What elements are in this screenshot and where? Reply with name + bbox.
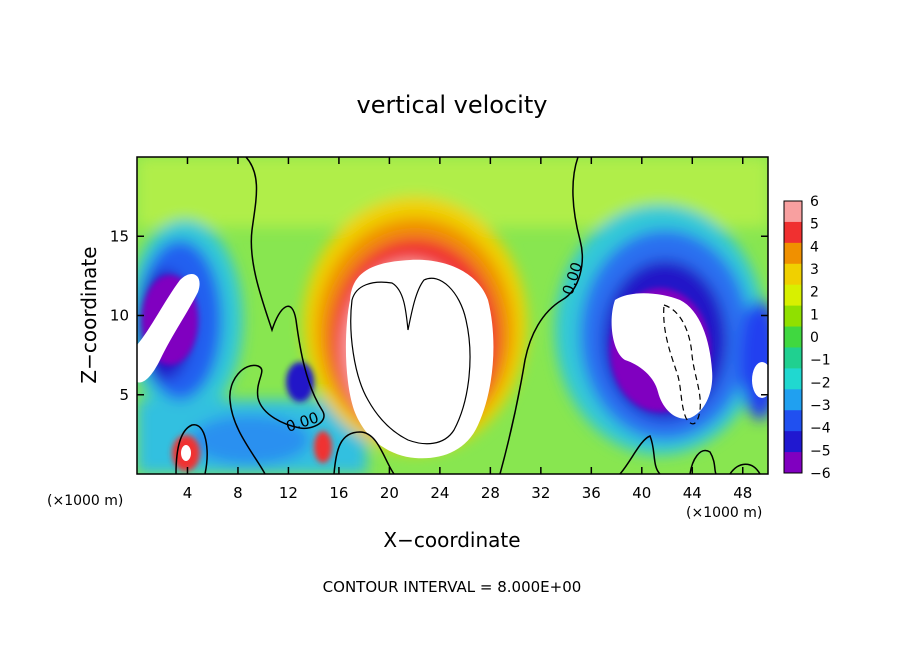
heatmap-field: 0.00 0.00 bbox=[137, 157, 768, 474]
contour-interval-footer: CONTOUR INTERVAL = 8.000E+00 bbox=[323, 578, 582, 596]
zero-contour-right bbox=[499, 157, 583, 474]
right-edge-saturated bbox=[752, 362, 768, 398]
x-tick-label: 28 bbox=[481, 484, 500, 502]
x-unit-left: (×1000 m) bbox=[47, 493, 123, 509]
y-tick-label: 5 bbox=[119, 386, 129, 404]
colorbar-label: 1 bbox=[810, 307, 819, 323]
colorbar-swatch bbox=[784, 263, 802, 286]
x-tick-label: 44 bbox=[683, 484, 702, 502]
positive-contour-core bbox=[350, 277, 471, 445]
lower-band-blue bbox=[190, 415, 310, 465]
y-tick-label: 10 bbox=[110, 307, 129, 325]
colorbar-label: −3 bbox=[810, 398, 831, 414]
left-saturated-region bbox=[137, 273, 200, 383]
colorbar-label: 0 bbox=[810, 330, 819, 346]
colorbar-label: 4 bbox=[810, 239, 819, 255]
x-tick-label: 36 bbox=[582, 484, 601, 502]
x-tick-label: 4 bbox=[183, 484, 193, 502]
colorbar-swatch bbox=[784, 284, 802, 307]
colorbar-label: −6 bbox=[810, 466, 831, 482]
y-tick-label: 15 bbox=[110, 227, 129, 245]
small-red-cell bbox=[314, 431, 332, 463]
zero-contour-bottom-far-right bbox=[689, 449, 717, 474]
x-tick-label: 16 bbox=[329, 484, 348, 502]
colorbar-frame bbox=[783, 200, 803, 474]
colorbar-label: −5 bbox=[810, 443, 831, 459]
bottom-left-saturated bbox=[181, 445, 191, 461]
colorbar-swatch bbox=[784, 368, 802, 390]
colorbar-label: −2 bbox=[810, 375, 831, 391]
x-tick-label: 40 bbox=[632, 484, 651, 502]
zero-contour-left bbox=[229, 157, 325, 474]
x-tick-label: 32 bbox=[531, 484, 550, 502]
y-axis-ticks: 5 10 15 bbox=[110, 227, 768, 404]
colorbar: 6 5 4 3 2 1 0 −1 −2 −3 −4 −5 −6 bbox=[783, 194, 831, 482]
x-tick-label: 24 bbox=[430, 484, 449, 502]
x-tick-label: 20 bbox=[380, 484, 399, 502]
x-unit-right: (×1000 m) bbox=[686, 505, 762, 521]
colorbar-swatch bbox=[784, 242, 802, 265]
colorbar-swatch bbox=[784, 452, 802, 474]
zero-contour-bottom-mid bbox=[333, 431, 395, 474]
colorbar-swatch bbox=[784, 305, 802, 328]
colorbar-swatch bbox=[784, 389, 802, 411]
colorbar-swatch bbox=[784, 347, 802, 369]
right-saturated-region bbox=[611, 293, 713, 419]
zero-contour-bottom-right bbox=[619, 435, 661, 474]
colorbar-swatch bbox=[784, 410, 802, 432]
chart-title: vertical velocity bbox=[357, 91, 548, 119]
x-axis-ticks: 4 8 12 16 20 24 28 32 36 40 44 48 bbox=[183, 157, 752, 502]
colorbar-swatch bbox=[784, 221, 802, 244]
x-tick-label: 12 bbox=[279, 484, 298, 502]
colorbar-label: −4 bbox=[810, 421, 831, 437]
x-tick-label: 48 bbox=[733, 484, 752, 502]
colorbar-swatch bbox=[784, 431, 802, 453]
y-axis-label: Z−coordinate bbox=[77, 246, 101, 383]
colorbar-swatch bbox=[784, 326, 802, 348]
colorbar-label: −1 bbox=[810, 353, 831, 369]
small-blue-cell bbox=[286, 362, 314, 402]
negative-contour-right bbox=[663, 304, 701, 425]
colorbar-label: 3 bbox=[810, 262, 819, 278]
colorbar-label: 2 bbox=[810, 285, 819, 301]
x-tick-label: 8 bbox=[233, 484, 243, 502]
colorbar-swatch bbox=[784, 201, 802, 223]
x-axis-label: X−coordinate bbox=[383, 528, 520, 552]
right-edge-blue bbox=[740, 300, 768, 420]
zero-contour-bottom-left bbox=[175, 424, 208, 474]
updraft-saturated-core bbox=[345, 259, 494, 459]
colorbar-label: 5 bbox=[810, 217, 819, 233]
colorbar-label: 6 bbox=[810, 194, 819, 210]
zero-contour-bottom-edge bbox=[729, 463, 761, 474]
